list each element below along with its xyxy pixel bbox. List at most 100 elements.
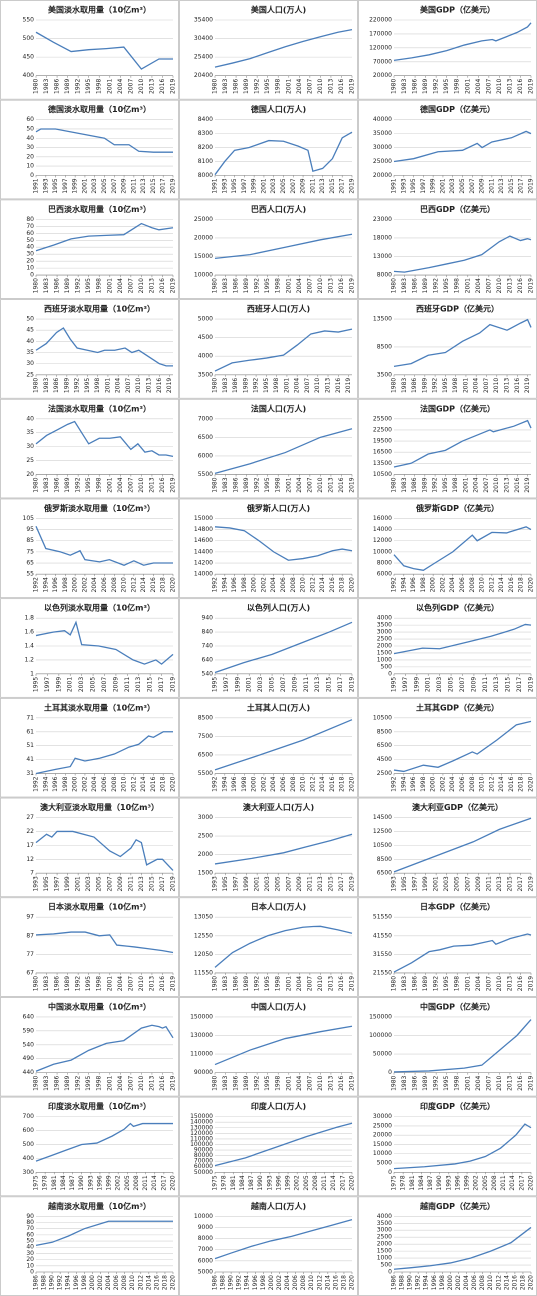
chart-panel: 美国GDP（亿美元） 20000 70000 120000 170000 220000 19… — [358, 0, 537, 100]
y-tick-label: 30 — [26, 360, 34, 367]
x-tick-label: 2018 — [339, 776, 346, 791]
y-tick-label: 1.4 — [24, 643, 34, 650]
x-tick-label: 1995 — [391, 677, 398, 692]
panel-frame — [179, 299, 358, 399]
x-tick-label: 2013 — [327, 1075, 334, 1090]
y-tick-label: 5500 — [198, 471, 213, 478]
x-tick-label: 1988 — [41, 1275, 48, 1290]
x-tick-label: 2010 — [317, 1075, 324, 1090]
x-tick-label: 2011 — [127, 876, 134, 891]
x-tick-label: 2004 — [115, 378, 122, 393]
x-tick-label: 2007 — [290, 178, 297, 193]
y-tick-label: 120000 — [190, 1130, 213, 1137]
y-tick-label: 490 — [23, 1055, 35, 1062]
x-tick-label: 2009 — [470, 677, 477, 692]
x-tick-label: 1975 — [212, 1175, 219, 1190]
x-tick-label: 2012 — [137, 1275, 144, 1290]
x-tick-label: 2004 — [475, 1075, 482, 1090]
x-tick-label: 2010 — [487, 1275, 494, 1290]
x-tick-label: 2020 — [349, 776, 356, 791]
x-tick-label: 1992 — [236, 1275, 243, 1290]
y-tick-label: 12550 — [194, 932, 213, 939]
x-tick-label: 2000 — [251, 776, 258, 791]
panel-frame — [179, 398, 358, 499]
data-line — [214, 719, 353, 771]
x-tick-label: 2011 — [485, 876, 492, 891]
x-tick-label: 1996 — [410, 776, 417, 791]
x-tick-label: 1983 — [401, 278, 408, 293]
x-tick-label: 2000 — [72, 776, 79, 791]
x-tick-label: 2001 — [285, 79, 292, 94]
y-tick-label: 6000 — [377, 571, 392, 578]
x-tick-label: 2010 — [314, 378, 321, 393]
x-tick-label: 2009 — [300, 178, 307, 193]
x-tick-label: 2000 — [89, 1275, 96, 1290]
x-tick-label: 1998 — [275, 1075, 282, 1090]
y-tick-label: 20000 — [194, 234, 213, 241]
x-tick-label: 1996 — [73, 1275, 80, 1290]
x-tick-label: 2015 — [326, 677, 333, 692]
x-tick-label: 2013 — [146, 378, 153, 393]
x-tick-label: 1986 — [54, 976, 61, 991]
x-tick-label: 2001 — [67, 677, 74, 692]
x-tick-label: 2007 — [485, 976, 492, 991]
x-tick-label: 2020 — [528, 577, 535, 592]
data-line — [393, 235, 532, 273]
chart-panel: 日本人口(万人) 11550 12050 12550 13050 1980 1983 1986… — [179, 897, 358, 997]
y-tick-label: 67 — [26, 969, 34, 976]
y-tick-label: 700 — [23, 1113, 35, 1120]
x-tick-label: 2004 — [117, 278, 124, 293]
x-tick-label: 2019 — [528, 876, 535, 891]
x-tick-label: 1988 — [220, 1275, 227, 1290]
x-tick-label: 2014 — [498, 577, 505, 592]
x-tick-label: 1993 — [212, 876, 219, 891]
x-tick-label: 1994 — [65, 1275, 72, 1290]
x-tick-label: 2004 — [475, 79, 482, 94]
x-tick-label: 2015 — [506, 876, 513, 891]
x-tick-label: 1993 — [87, 1175, 94, 1190]
x-tick-label: 2007 — [306, 79, 313, 94]
x-tick-label: 2015 — [508, 178, 515, 193]
x-tick-label: 2016 — [335, 378, 342, 393]
y-tick-label: 13000 — [373, 253, 392, 260]
x-tick-label: 1998 — [241, 776, 248, 791]
x-tick-label: 2016 — [517, 1075, 524, 1090]
x-tick-label: 1992 — [74, 378, 81, 393]
x-tick-label: 2003 — [264, 876, 271, 891]
chart-panel: 中国淡水取用量（10亿m³） 440 490 540 590 640 1980 1983 198… — [0, 997, 179, 1097]
data-line — [35, 731, 173, 775]
y-tick-label: 51550 — [373, 914, 392, 921]
x-tick-label: 1994 — [42, 776, 49, 791]
y-tick-label: 4500 — [198, 334, 213, 341]
panel-frame — [0, 997, 179, 1097]
x-tick-label: 1995 — [222, 876, 229, 891]
x-tick-label: 2001 — [464, 278, 471, 293]
x-tick-label: 2017 — [518, 1175, 525, 1190]
x-tick-label: 2009 — [296, 876, 303, 891]
y-tick-label: 35 — [26, 349, 34, 356]
y-tick-label: 150000 — [190, 1013, 213, 1020]
x-tick-label: 2019 — [528, 677, 535, 692]
x-tick-label: 2012 — [309, 776, 316, 791]
x-tick-label: 2013 — [135, 677, 142, 692]
y-tick-label: 20000 — [373, 172, 392, 179]
x-tick-label: 1980 — [33, 378, 40, 393]
y-tick-label: 50 — [26, 316, 34, 323]
data-line — [214, 833, 353, 865]
x-tick-label: 2019 — [170, 976, 177, 991]
x-tick-label: 1992 — [33, 776, 40, 791]
x-tick-label: 1992 — [391, 577, 398, 592]
x-tick-label: 1994 — [221, 776, 228, 791]
x-tick-label: 1995 — [85, 79, 92, 94]
x-tick-label: 2002 — [276, 1275, 283, 1290]
x-tick-label: 2014 — [324, 1275, 331, 1290]
y-tick-label: 77 — [26, 951, 34, 958]
y-tick-label: 150000 — [369, 1013, 392, 1020]
y-tick-label: 3000 — [377, 1227, 392, 1234]
x-tick-label: 2013 — [148, 1075, 155, 1090]
data-line — [393, 526, 532, 571]
chart-title: 日本淡水取用量（10亿m³） — [48, 902, 151, 912]
y-tick-label: 0 — [30, 1269, 34, 1276]
x-tick-label: 2013 — [138, 876, 145, 891]
x-tick-label: 2007 — [304, 378, 311, 393]
